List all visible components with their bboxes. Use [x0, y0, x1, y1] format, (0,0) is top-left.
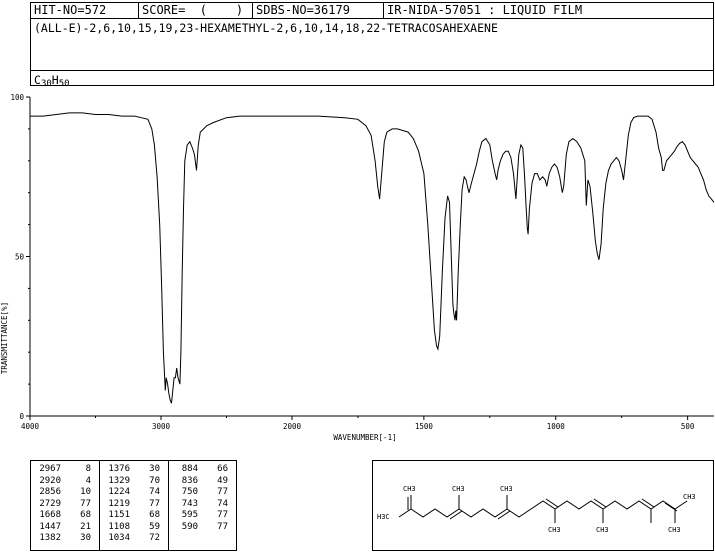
peak-wavenumber: 590: [181, 521, 198, 532]
peak-transmittance: 68: [149, 510, 160, 520]
header-row: HIT-NO=572 SCORE= ( ) SDBS-NO=36179 IR-N…: [31, 3, 713, 19]
peak-transmittance: 77: [217, 510, 228, 520]
peak-transmittance: 70: [149, 475, 160, 486]
header-divider: [31, 70, 713, 71]
x-tick-label: 2000: [283, 422, 302, 431]
peak-wavenumber: 836: [181, 475, 198, 486]
methyl-label-bottom-2: CH3: [596, 526, 609, 534]
methyl-label-left: H3C: [377, 513, 390, 521]
peak-wavenumber: 743: [181, 498, 198, 509]
peak-wavenumber: 2967: [39, 464, 61, 474]
methyl-label-right: CH3: [683, 493, 696, 501]
peak-table: 2967 8 2920 4 2856 10 2729 77 1668 68 1447 21 1382 30…: [30, 460, 237, 551]
squalene-structure: H3C CH3 CH3 CH3 CH3 CH3 CH3 CH3: [377, 485, 696, 534]
peak-column: 1376 30 1329 70 1224 74 1219 77 1151 68 1108 59 1034…: [100, 461, 169, 550]
compound-name: (ALL-E)-2,6,10,15,19,23-HEXAMETHYL-2,6,1…: [34, 21, 498, 35]
y-tick-label: 50: [15, 253, 25, 262]
structure-bonds: [398, 495, 688, 523]
peak-column: 884 66 836 49 750 77 743 74 595 77 590 77: [169, 461, 236, 550]
peak-wavenumber: 1329: [108, 475, 130, 486]
methyl-label-top-3: CH3: [500, 485, 513, 493]
peak-transmittance: 77: [149, 498, 160, 509]
peak-wavenumber: 1224: [108, 487, 130, 497]
peak-wavenumber: 1151: [108, 510, 130, 520]
x-tick-label: 1500: [415, 422, 434, 431]
hit-number: HIT-NO=572: [31, 3, 139, 18]
peak-transmittance: 8: [85, 464, 91, 474]
spectrum-line: [30, 112, 715, 404]
peak-wavenumber: 1376: [108, 464, 130, 474]
peak-transmittance: 10: [80, 487, 91, 497]
y-axis-label: TRANSMITTANCE[%]: [0, 302, 9, 374]
axis-frame: [29, 97, 714, 417]
methyl-label-top-1: CH3: [403, 485, 416, 493]
peak-transmittance: 49: [217, 475, 228, 486]
y-tick-label: 100: [10, 93, 24, 102]
y-tick-label: 0: [19, 412, 24, 421]
peak-transmittance: 74: [149, 487, 160, 497]
sdbs-number: SDBS-NO=36179: [253, 3, 384, 18]
header-panel: HIT-NO=572 SCORE= ( ) SDBS-NO=36179 IR-N…: [30, 2, 714, 89]
peak-transmittance: 77: [80, 498, 91, 509]
methyl-label-bottom-1: CH3: [548, 526, 561, 534]
peak-transmittance: 77: [217, 521, 228, 532]
peak-wavenumber: 1668: [39, 510, 61, 520]
peak-wavenumber: 1034: [108, 533, 130, 543]
peak-wavenumber: 2920: [39, 475, 61, 486]
peak-transmittance: 30: [149, 464, 160, 474]
peak-wavenumber: 750: [181, 487, 198, 497]
methyl-label-bottom-3: CH3: [668, 526, 681, 534]
peak-transmittance: 4: [85, 475, 91, 486]
score-field: SCORE= ( ): [139, 3, 253, 18]
x-tick-label: 1000: [547, 422, 566, 431]
x-tick-label: 4000: [21, 422, 40, 431]
chart-axes: [29, 97, 714, 417]
ir-spectrum-chart: 4000 3000 2000 1500 1000 500 0 50 100 WAVENUMBER…: [0, 93, 715, 442]
peak-transmittance: 77: [217, 487, 228, 497]
peak-wavenumber: 595: [181, 510, 198, 520]
x-tick-label: 500: [681, 422, 695, 431]
x-axis-label: WAVENUMBER[-1]: [333, 433, 396, 442]
methyl-label-top-2: CH3: [452, 485, 465, 493]
chart-ticks: 4000 3000 2000 1500 1000 500 0 50 100: [10, 93, 694, 431]
peak-transmittance: 30: [80, 533, 91, 543]
peak-transmittance: 74: [217, 498, 228, 509]
peak-transmittance: 68: [80, 510, 91, 520]
peak-wavenumber: 1447: [39, 521, 61, 532]
peak-transmittance: 59: [149, 521, 160, 532]
peak-transmittance: 72: [149, 533, 160, 543]
ir-sample-info: IR-NIDA-57051 : LIQUID FILM: [387, 3, 583, 17]
peak-wavenumber: 1108: [108, 521, 130, 532]
peak-wavenumber: 1382: [39, 533, 61, 543]
x-tick-label: 3000: [152, 422, 171, 431]
peak-wavenumber: 884: [181, 464, 198, 474]
peak-column: 2967 8 2920 4 2856 10 2729 77 1668 68 1447 21 1382 30: [31, 461, 100, 550]
peak-transmittance: 21: [80, 521, 91, 532]
peak-wavenumber: 1219: [108, 498, 130, 509]
peak-wavenumber: 2729: [39, 498, 61, 509]
peak-wavenumber: 2856: [39, 487, 61, 497]
molecular-formula: C30H50: [34, 73, 70, 89]
structure-panel: H3C CH3 CH3 CH3 CH3 CH3 CH3 CH3: [372, 460, 714, 551]
peak-transmittance: 66: [217, 464, 228, 474]
